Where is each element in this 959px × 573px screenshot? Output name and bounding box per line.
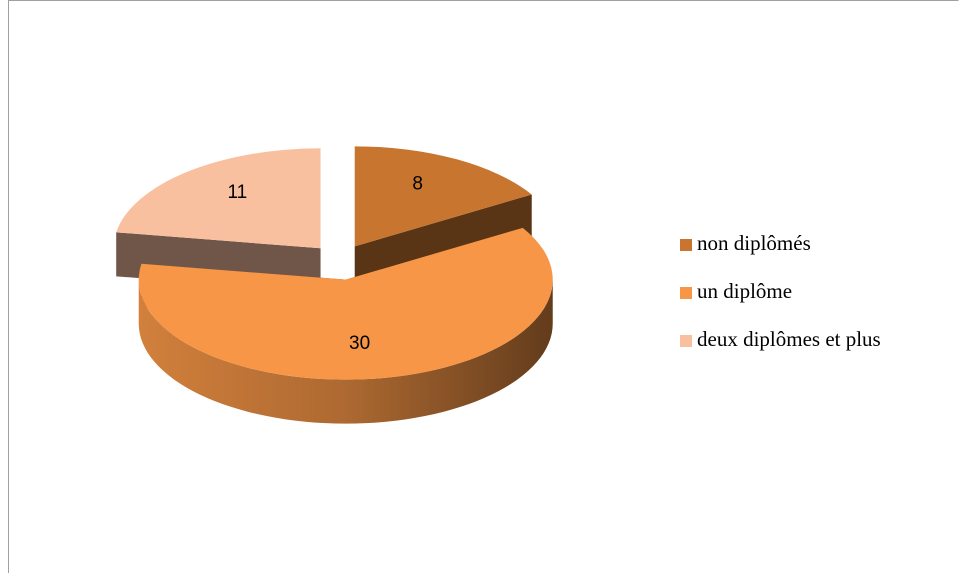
slice-top [138,227,553,380]
chart-border [8,0,959,573]
slice-wall [138,279,553,424]
slice-top [354,146,532,247]
legend-label: un diplôme [697,279,792,303]
slice-top [116,148,321,249]
data-label: 30 [349,333,370,354]
legend-swatch [680,287,692,299]
data-label: 11 [227,182,247,203]
legend-swatch [680,335,692,347]
data-label: 8 [412,173,423,194]
pie-slice [138,227,553,424]
legend: non diplômés un diplôme deux diplômes et p… [680,231,881,351]
pie: 8 30 11 [116,146,553,424]
legend-swatch [680,239,692,251]
legend-label: deux diplômes et plus [697,327,881,351]
legend-label: non diplômés [697,231,811,255]
